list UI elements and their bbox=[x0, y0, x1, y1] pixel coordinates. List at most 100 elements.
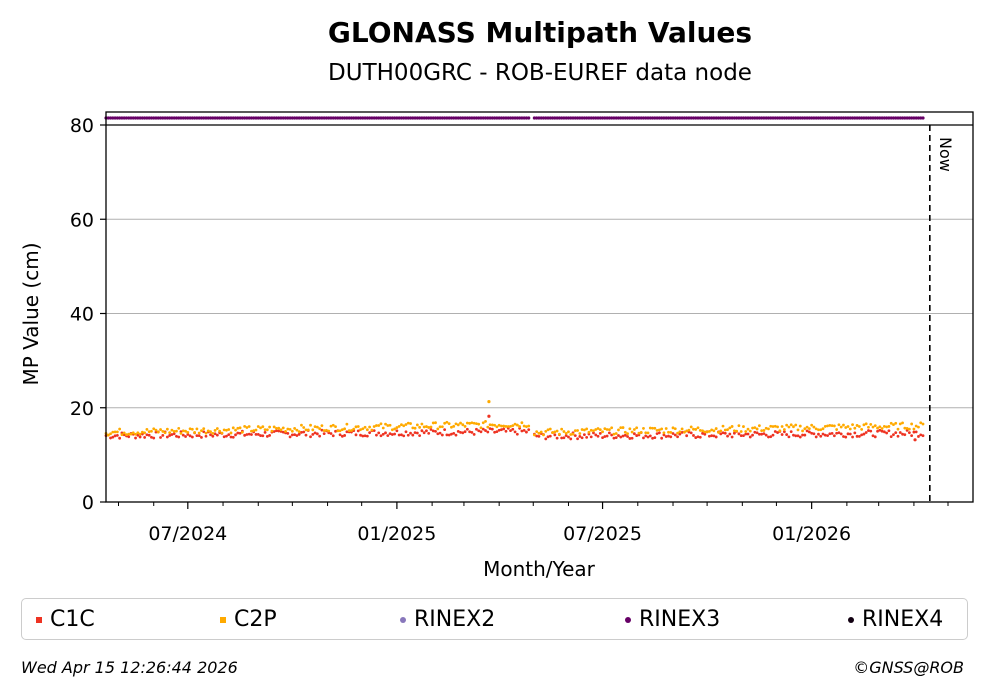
rinex3-point bbox=[295, 116, 299, 120]
rinex3-point bbox=[293, 116, 297, 120]
rinex3-point bbox=[773, 116, 777, 120]
rinex3-point bbox=[424, 116, 429, 120]
c2p-point bbox=[780, 425, 784, 428]
c2p-point bbox=[415, 423, 419, 427]
c2p-point bbox=[907, 427, 911, 431]
rinex3-point bbox=[213, 116, 217, 120]
c1c-point bbox=[161, 433, 165, 437]
c1c-point bbox=[434, 429, 437, 433]
c1c-point bbox=[751, 433, 754, 437]
rinex3-point bbox=[637, 116, 641, 120]
c1c-point bbox=[617, 434, 620, 437]
c2p-point bbox=[537, 431, 541, 435]
c2p-point bbox=[129, 432, 133, 436]
c1c-point bbox=[776, 431, 779, 434]
c2p-point bbox=[390, 428, 394, 432]
rinex3-point bbox=[691, 116, 696, 120]
rinex3-point bbox=[477, 116, 481, 120]
rinex3-point bbox=[787, 116, 791, 120]
c2p-point bbox=[873, 424, 877, 428]
rinex3-point bbox=[333, 116, 338, 120]
rinex3-point bbox=[327, 116, 331, 120]
rinex3-point bbox=[152, 116, 156, 120]
c1c-point bbox=[919, 433, 923, 437]
c2p-point bbox=[903, 426, 907, 430]
rinex3-point bbox=[490, 116, 494, 120]
c2p-point bbox=[297, 430, 301, 434]
rinex3-point bbox=[541, 116, 546, 120]
c2p-point bbox=[118, 427, 122, 431]
c1c-point bbox=[311, 433, 315, 436]
c2p-point bbox=[869, 423, 873, 426]
c2p-point bbox=[450, 425, 453, 429]
rinex3-point bbox=[782, 116, 786, 120]
rinex3-point bbox=[532, 116, 536, 120]
rinex3-point bbox=[215, 116, 219, 120]
c2p-point bbox=[238, 426, 242, 430]
c2p-point bbox=[368, 425, 372, 429]
rinex3-point bbox=[302, 116, 306, 120]
c1c-point bbox=[295, 434, 299, 437]
rinex3-point bbox=[499, 116, 504, 120]
rinex3-point bbox=[798, 116, 802, 120]
c2p-point bbox=[669, 430, 673, 434]
c1c-point bbox=[481, 427, 485, 431]
c1c-point bbox=[468, 430, 472, 434]
rinex3-point bbox=[707, 116, 711, 120]
c2p-point bbox=[345, 422, 349, 426]
rinex3-point bbox=[358, 116, 363, 120]
rinex3-point bbox=[186, 116, 190, 120]
rinex3-point bbox=[481, 116, 485, 120]
c1c-point bbox=[782, 430, 786, 434]
rinex3-point bbox=[118, 116, 122, 120]
c1c-point bbox=[753, 430, 757, 434]
c2p-point bbox=[215, 427, 219, 430]
rinex3-point bbox=[431, 116, 435, 120]
rinex3-point bbox=[158, 116, 163, 120]
rinex3-point bbox=[910, 116, 914, 120]
rinex3-point bbox=[694, 116, 698, 120]
c1c-point bbox=[479, 430, 483, 434]
c2p-point bbox=[384, 422, 387, 426]
rinex3-point bbox=[124, 116, 129, 120]
c1c-point bbox=[227, 433, 231, 437]
c1c-point bbox=[910, 434, 914, 438]
rinex3-point bbox=[140, 116, 144, 120]
c1c-point bbox=[757, 432, 761, 436]
c1c-point bbox=[546, 435, 550, 439]
rinex3-point bbox=[143, 116, 147, 120]
c1c-point bbox=[760, 432, 764, 436]
c2p-point bbox=[805, 425, 809, 429]
c2p-point bbox=[229, 431, 233, 435]
c1c-point bbox=[422, 431, 426, 435]
c1c-point bbox=[848, 432, 852, 436]
c2p-point bbox=[434, 421, 437, 425]
legend-rinex4-label: RINEX4 bbox=[862, 607, 944, 632]
c1c-point bbox=[213, 432, 217, 436]
rinex3-point bbox=[880, 116, 884, 120]
rinex3-point bbox=[306, 116, 310, 120]
c2p-point bbox=[580, 428, 584, 431]
rinex3-point bbox=[199, 116, 204, 120]
c2p-point bbox=[181, 429, 185, 433]
c1c-point bbox=[832, 434, 836, 438]
rinex3-point bbox=[308, 116, 313, 120]
c1c-point bbox=[109, 436, 112, 440]
rinex3-point bbox=[502, 116, 506, 120]
rinex3-point bbox=[520, 116, 524, 120]
rinex3-point bbox=[832, 116, 836, 120]
rinex3-point bbox=[136, 116, 140, 120]
c2p-point bbox=[234, 428, 237, 432]
rinex3-point bbox=[254, 116, 258, 120]
c2p-point bbox=[134, 432, 137, 436]
rinex3-point bbox=[345, 116, 349, 120]
rinex3-point bbox=[374, 116, 379, 120]
c1c-point bbox=[755, 431, 759, 435]
c2p-point bbox=[127, 432, 131, 436]
c1c-point bbox=[660, 436, 664, 440]
c1c-point bbox=[907, 431, 911, 435]
c1c-point bbox=[805, 429, 809, 433]
c1c-point bbox=[172, 432, 176, 436]
c1c-point bbox=[404, 430, 408, 434]
rinex3-point bbox=[120, 116, 124, 120]
